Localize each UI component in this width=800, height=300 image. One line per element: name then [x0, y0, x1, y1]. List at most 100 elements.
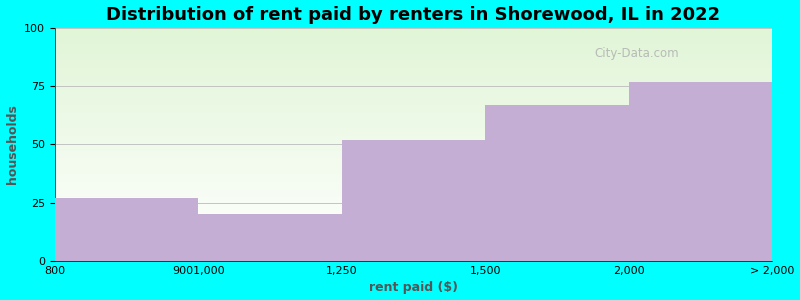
- Bar: [629, 82, 772, 261]
- Bar: [55, 68, 772, 69]
- Bar: [55, 80, 772, 82]
- Bar: [55, 90, 772, 91]
- Bar: [55, 245, 772, 246]
- Bar: [55, 92, 772, 93]
- Bar: [55, 49, 772, 50]
- Bar: [55, 161, 772, 162]
- Bar: [55, 210, 772, 211]
- Bar: [55, 170, 772, 171]
- Bar: [55, 255, 772, 256]
- Bar: [55, 208, 772, 210]
- Bar: [55, 50, 772, 51]
- Bar: [55, 176, 772, 177]
- Bar: [55, 69, 772, 70]
- Bar: [55, 178, 772, 179]
- Bar: [55, 29, 772, 30]
- Bar: [55, 224, 772, 225]
- Bar: [55, 214, 772, 216]
- Bar: [55, 66, 772, 68]
- Bar: [55, 253, 772, 254]
- Bar: [55, 93, 772, 94]
- Bar: [55, 87, 772, 88]
- Bar: [55, 128, 772, 129]
- Bar: [55, 119, 772, 120]
- Bar: [55, 160, 772, 161]
- Bar: [55, 232, 772, 233]
- Bar: [55, 99, 772, 100]
- Bar: [55, 240, 772, 241]
- Bar: [55, 216, 772, 217]
- Bar: [55, 203, 772, 204]
- Bar: [55, 200, 772, 202]
- Bar: [55, 207, 772, 208]
- Bar: [55, 189, 772, 190]
- Bar: [55, 148, 772, 149]
- Bar: [55, 163, 772, 164]
- Bar: [55, 247, 772, 248]
- Bar: [55, 142, 772, 143]
- Bar: [55, 136, 772, 137]
- Bar: [55, 35, 772, 36]
- Bar: [55, 36, 772, 37]
- Bar: [55, 85, 772, 86]
- Bar: [55, 211, 772, 212]
- Bar: [55, 126, 772, 127]
- Bar: [55, 225, 772, 226]
- Bar: [55, 177, 772, 178]
- Bar: [55, 158, 772, 160]
- Bar: [55, 53, 772, 55]
- Bar: [55, 199, 772, 200]
- Bar: [55, 249, 772, 250]
- Bar: [55, 179, 772, 181]
- Bar: [55, 146, 772, 147]
- Bar: [55, 83, 772, 84]
- Bar: [55, 110, 772, 111]
- Title: Distribution of rent paid by renters in Shorewood, IL in 2022: Distribution of rent paid by renters in …: [106, 6, 721, 24]
- Bar: [55, 107, 772, 108]
- Bar: [55, 112, 772, 113]
- Bar: [55, 223, 772, 224]
- Bar: [55, 202, 772, 203]
- Bar: [55, 124, 772, 126]
- Bar: [55, 183, 772, 184]
- Bar: [55, 248, 772, 249]
- Bar: [55, 130, 772, 132]
- Bar: [55, 63, 772, 64]
- Bar: [55, 115, 772, 116]
- Bar: [55, 259, 772, 260]
- Bar: [55, 30, 772, 31]
- Bar: [55, 86, 772, 87]
- Bar: [55, 228, 772, 230]
- Bar: [55, 153, 772, 154]
- Bar: [55, 155, 772, 156]
- Bar: [55, 64, 772, 65]
- Bar: [55, 217, 772, 218]
- Bar: [55, 221, 772, 223]
- Bar: [55, 233, 772, 234]
- Bar: [55, 147, 772, 148]
- Bar: [55, 129, 772, 130]
- Bar: [55, 84, 772, 85]
- Bar: [55, 252, 772, 253]
- Bar: [55, 113, 772, 114]
- Bar: [55, 190, 772, 191]
- Bar: [55, 191, 772, 192]
- Bar: [55, 256, 772, 257]
- Bar: [55, 106, 772, 107]
- Bar: [342, 140, 486, 261]
- Bar: [55, 238, 772, 239]
- Bar: [486, 105, 629, 261]
- Bar: [55, 111, 772, 112]
- Bar: [55, 181, 772, 182]
- Bar: [55, 91, 772, 92]
- Bar: [55, 137, 772, 139]
- Bar: [55, 33, 772, 34]
- Bar: [55, 254, 772, 255]
- Bar: [55, 40, 772, 41]
- Bar: [55, 164, 772, 165]
- Bar: [55, 167, 772, 168]
- X-axis label: rent paid ($): rent paid ($): [369, 281, 458, 294]
- Bar: [55, 76, 772, 77]
- Bar: [55, 250, 772, 252]
- Bar: [55, 122, 772, 124]
